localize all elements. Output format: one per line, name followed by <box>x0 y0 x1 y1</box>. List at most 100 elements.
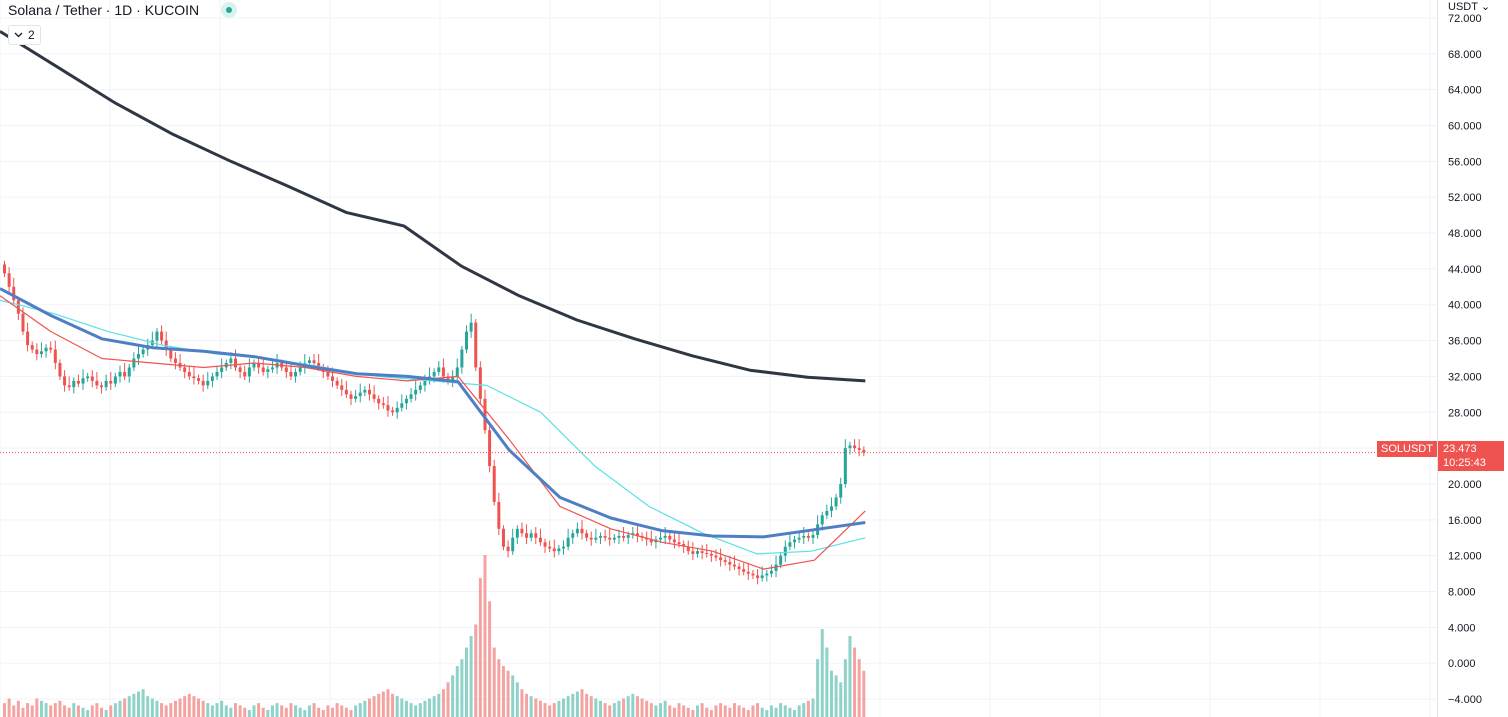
volume-bar <box>30 705 34 717</box>
candle-body <box>169 349 173 359</box>
volume-bar <box>746 710 750 717</box>
volume-bar <box>575 691 579 717</box>
volume-bar <box>594 698 598 717</box>
indicators-toggle-button[interactable]: 2 <box>8 25 41 45</box>
candle-body <box>663 535 667 538</box>
candle-body <box>700 551 704 553</box>
candle-body <box>81 378 85 384</box>
bar-countdown: 10:25:43 <box>1443 457 1486 469</box>
candle-body <box>201 380 205 386</box>
volume-bar <box>608 705 612 717</box>
candle-body <box>238 367 242 372</box>
candle-body <box>566 537 570 547</box>
volume-bar <box>765 710 769 717</box>
volume-bar <box>843 659 847 717</box>
volume-bar <box>663 700 667 717</box>
volume-bar <box>210 705 214 717</box>
volume-bar <box>834 675 838 717</box>
volume-bar <box>603 703 607 717</box>
volume-bar <box>529 696 533 717</box>
candle-body <box>594 537 598 540</box>
volume-bar <box>672 707 676 717</box>
market-status-icon <box>221 2 238 18</box>
candle-body <box>853 445 857 449</box>
candle-body <box>829 506 833 511</box>
y-tick-label: 44.000 <box>1448 264 1482 276</box>
candle-body <box>834 497 838 507</box>
candle-body <box>691 551 695 554</box>
price-axis[interactable]: USDT ⌄ 72.000 68.000 64.000 60.000 56.000 52.… <box>1437 0 1508 717</box>
volume-bar <box>155 700 159 717</box>
volume-bar <box>100 707 104 717</box>
volume-bar <box>659 703 663 717</box>
chart-pane[interactable] <box>0 0 1437 717</box>
currency-selector[interactable]: USDT ⌄ <box>1448 0 1490 13</box>
volume-bar <box>400 698 404 717</box>
volume-bar <box>589 696 593 717</box>
candle-body <box>857 448 861 450</box>
candle-body <box>811 535 815 538</box>
volume-bar <box>340 705 344 717</box>
candle-body <box>723 560 727 562</box>
volume-bar <box>372 696 376 717</box>
currency-label: USDT <box>1448 1 1478 13</box>
candle-body <box>123 371 127 377</box>
volume-bar <box>829 670 833 717</box>
volume-bar <box>21 707 25 717</box>
volume-bar <box>12 705 16 717</box>
volume-bar <box>769 705 773 717</box>
y-tick-label: 16.000 <box>1448 515 1482 527</box>
candle-body <box>206 380 210 386</box>
volume-bar <box>284 707 288 717</box>
volume-bar <box>806 700 810 717</box>
volume-bar <box>645 700 649 717</box>
volume-bar <box>428 698 432 717</box>
candle-body <box>3 264 6 274</box>
candle-body <box>469 322 473 332</box>
volume-bar <box>501 666 505 717</box>
candle-body <box>562 546 566 549</box>
price-chart[interactable] <box>0 0 1437 717</box>
ma-cyan-line <box>0 299 866 555</box>
candle-body <box>26 331 30 346</box>
candle-body <box>571 533 575 538</box>
candle-body <box>474 322 478 368</box>
volume-bar <box>363 700 367 717</box>
volume-bar <box>35 698 39 717</box>
candle-body <box>520 528 524 534</box>
candle-body <box>659 537 663 540</box>
candle-body <box>441 367 445 377</box>
candle-body <box>617 535 621 538</box>
volume-bar <box>511 675 515 717</box>
y-tick-label: 60.000 <box>1448 120 1482 132</box>
candle-body <box>35 349 39 355</box>
volume-bar <box>460 659 464 717</box>
candle-body <box>751 573 755 576</box>
candle-body <box>257 362 261 368</box>
price-axis-ticks: 72.000 68.000 64.000 60.000 56.000 52.000 48.0… <box>1448 13 1482 706</box>
candle-body <box>210 376 214 381</box>
symbol-title[interactable]: Solana / Tether · 1D · KUCOIN <box>8 2 200 18</box>
volume-bar <box>381 691 385 717</box>
volume-bar <box>793 710 797 717</box>
volume-bar <box>543 703 547 717</box>
volume-bar <box>682 705 686 717</box>
candle-body <box>344 389 348 395</box>
candle-body <box>349 394 353 399</box>
volume-bar <box>39 700 43 717</box>
candle-body <box>478 367 482 399</box>
candle-body <box>483 398 487 431</box>
candle-body <box>136 354 140 359</box>
volume-bar <box>243 707 247 717</box>
volume-bar <box>802 703 806 717</box>
volume-bar <box>220 700 224 717</box>
candle-body <box>49 347 53 350</box>
volume-bar <box>192 696 196 717</box>
candle-body <box>404 398 408 404</box>
volume-bar <box>123 698 127 717</box>
volume-bar <box>252 705 256 717</box>
candle-body <box>76 380 80 384</box>
last-price: 23.473 <box>1443 443 1477 455</box>
volume-bar <box>234 703 237 717</box>
volume-bar <box>317 707 321 717</box>
